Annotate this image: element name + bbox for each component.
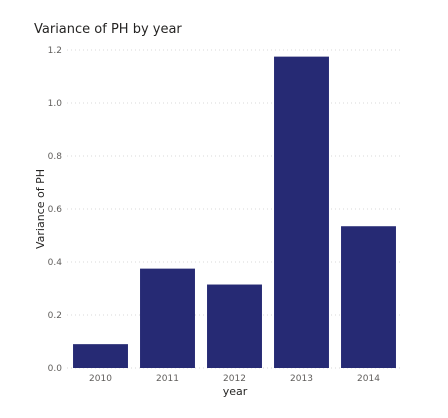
x-tick-label: 2012	[223, 374, 246, 384]
bar-2010[interactable]	[73, 344, 128, 368]
y-tick-label: 0.6	[48, 205, 63, 215]
bar-2013[interactable]	[274, 56, 329, 368]
y-axis-title: Variance of PH	[34, 169, 47, 249]
bar-2011[interactable]	[140, 268, 195, 368]
x-tick-label: 2014	[357, 374, 380, 384]
x-axis-title: year	[223, 385, 248, 398]
chart-title: Variance of PH by year	[34, 22, 182, 37]
x-tick-label: 2010	[89, 374, 112, 384]
y-tick-label: 0.2	[48, 311, 62, 321]
bars	[73, 56, 396, 368]
y-tick-label: 0.0	[48, 364, 63, 374]
y-tick-label: 0.8	[48, 152, 63, 162]
x-tick-label: 2011	[156, 374, 179, 384]
y-axis-ticks: 0.0 0.2 0.4 0.6 0.8 1.0 1.2	[48, 46, 63, 374]
bar-2014[interactable]	[341, 226, 396, 368]
x-tick-label: 2013	[290, 374, 313, 384]
y-tick-label: 1.0	[48, 99, 63, 109]
y-tick-label: 1.2	[48, 46, 62, 56]
y-tick-label: 0.4	[48, 258, 63, 268]
bar-2012[interactable]	[207, 284, 262, 368]
x-axis-ticks: 2010 2011 2012 2013 2014	[89, 374, 380, 384]
